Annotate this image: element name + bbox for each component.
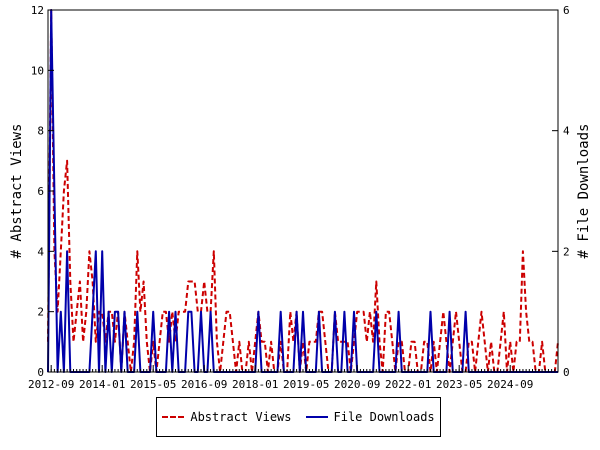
x-tick-label: 2015-05: [130, 378, 176, 391]
y-tick-label-left: 4: [37, 245, 44, 258]
legend-swatch-file-downloads: [305, 416, 328, 418]
legend-label-abstract-views: Abstract Views: [190, 410, 292, 424]
y-tick-label-right: 4: [563, 125, 570, 138]
legend-item-file-downloads: File Downloads: [305, 410, 435, 424]
x-tick-label: 2012-09: [28, 378, 74, 391]
y-tick-label-left: 10: [31, 64, 44, 77]
y-tick-label-left: 0: [37, 366, 44, 379]
y-tick-label-right: 2: [563, 245, 570, 258]
y-axis-title-left: # Abstract Views: [9, 124, 25, 259]
y-tick-label-right: 0: [563, 366, 570, 379]
y-tick-label-left: 2: [37, 306, 44, 319]
y-tick-label-left: 8: [37, 125, 44, 138]
x-tick-label: 2019-05: [283, 378, 329, 391]
legend-label-file-downloads: File Downloads: [333, 410, 435, 424]
x-tick-label: 2024-09: [487, 378, 533, 391]
legend: Abstract Views File Downloads: [156, 397, 441, 437]
legend-swatch-abstract-views: [162, 416, 185, 418]
y-tick-label-right: 6: [563, 4, 570, 17]
x-tick-label: 2020-09: [334, 378, 380, 391]
y-tick-label-left: 6: [37, 185, 44, 198]
x-tick-label: 2018-01: [232, 378, 278, 391]
x-tick-label: 2016-09: [181, 378, 227, 391]
plot-series: [47, 9, 559, 373]
y-tick-label-left: 12: [31, 4, 44, 17]
x-tick-label: 2014-01: [79, 378, 125, 391]
y-axis-title-right: # File Downloads: [576, 124, 592, 259]
axes: 2012-09 2014-01 2015-05 2016-09 2018-01 2019-…: [28, 4, 570, 391]
x-tick-label: 2022-01: [385, 378, 431, 391]
series-line-abstract-views: [47, 9, 559, 373]
x-tick-label: 2023-05: [436, 378, 482, 391]
legend-item-abstract-views: Abstract Views: [162, 410, 292, 424]
